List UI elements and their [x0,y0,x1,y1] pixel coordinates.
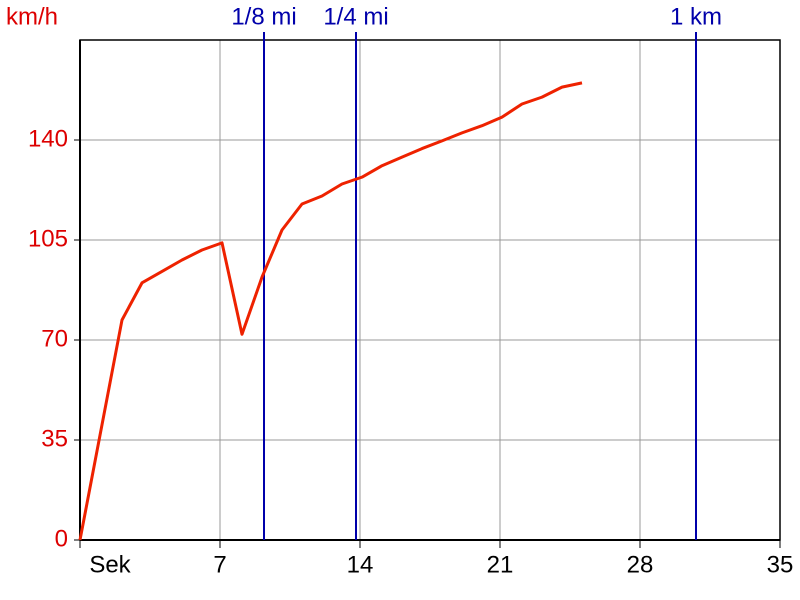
y-tick-label: 105 [28,225,68,252]
distance-label: 1/4 mi [323,3,388,30]
plot-frame [79,39,781,541]
x-tick-label: Sek [89,551,131,578]
speed-line [78,81,583,541]
x-tick-label: 7 [213,551,226,578]
x-tick-label: 28 [627,551,654,578]
y-axis-label: km/h [6,3,58,30]
y-tick-label: 140 [28,125,68,152]
y-tick-label: 0 [55,525,68,552]
x-tick-label: 35 [767,551,794,578]
distance-label: 1/8 mi [231,3,296,30]
y-tick-label: 70 [41,325,68,352]
y-tick-label: 35 [41,425,68,452]
distance-label: 1 km [670,3,722,30]
x-tick-label: 21 [487,551,514,578]
x-tick-label: 14 [347,551,374,578]
